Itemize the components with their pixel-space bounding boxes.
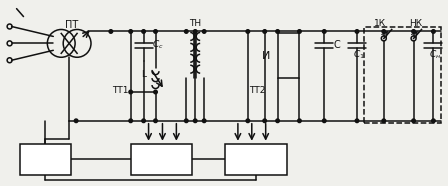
Circle shape (246, 119, 250, 123)
Circle shape (154, 119, 157, 123)
Circle shape (323, 119, 326, 123)
Text: ТТ2: ТТ2 (250, 86, 266, 94)
Text: 1К: 1К (374, 19, 386, 28)
Circle shape (412, 119, 415, 123)
Text: ПТ: ПТ (65, 20, 78, 30)
Circle shape (185, 30, 188, 33)
Circle shape (431, 30, 435, 33)
Circle shape (154, 90, 157, 94)
Circle shape (276, 119, 280, 123)
Circle shape (263, 119, 267, 123)
Circle shape (129, 119, 133, 123)
Bar (364, 26, 441, 123)
Text: $C_1$: $C_1$ (353, 48, 365, 60)
Circle shape (431, 119, 435, 123)
Circle shape (382, 119, 386, 123)
Circle shape (194, 119, 197, 123)
Text: L: L (141, 70, 146, 79)
Bar (278, 33, 299, 78)
Circle shape (202, 119, 206, 123)
Circle shape (355, 119, 359, 123)
Text: НК: НК (409, 19, 422, 28)
Bar (131, 144, 192, 175)
Text: И: И (262, 51, 270, 61)
Text: АРИС: АРИС (147, 155, 176, 164)
Circle shape (129, 90, 133, 94)
Circle shape (142, 30, 146, 33)
Circle shape (263, 30, 267, 33)
Circle shape (323, 30, 326, 33)
Text: $C_н$: $C_н$ (429, 48, 442, 60)
Circle shape (382, 30, 386, 33)
Circle shape (194, 30, 197, 33)
Circle shape (297, 119, 301, 123)
Circle shape (246, 30, 250, 33)
Circle shape (355, 30, 359, 33)
Circle shape (74, 119, 78, 123)
Bar (225, 144, 287, 175)
Text: ТН: ТН (189, 19, 201, 28)
Text: АРИР: АРИР (242, 155, 269, 164)
Text: C: C (334, 40, 340, 50)
Circle shape (185, 119, 188, 123)
Text: $C_c$: $C_c$ (151, 38, 164, 51)
Circle shape (412, 30, 415, 33)
Circle shape (202, 30, 206, 33)
Text: ПСН: ПСН (34, 155, 57, 164)
Bar (20, 144, 71, 175)
Circle shape (109, 30, 112, 33)
Text: ТТ1: ТТ1 (112, 86, 129, 94)
Circle shape (276, 30, 280, 33)
Circle shape (142, 119, 146, 123)
Circle shape (154, 30, 157, 33)
Circle shape (129, 30, 133, 33)
Circle shape (297, 30, 301, 33)
